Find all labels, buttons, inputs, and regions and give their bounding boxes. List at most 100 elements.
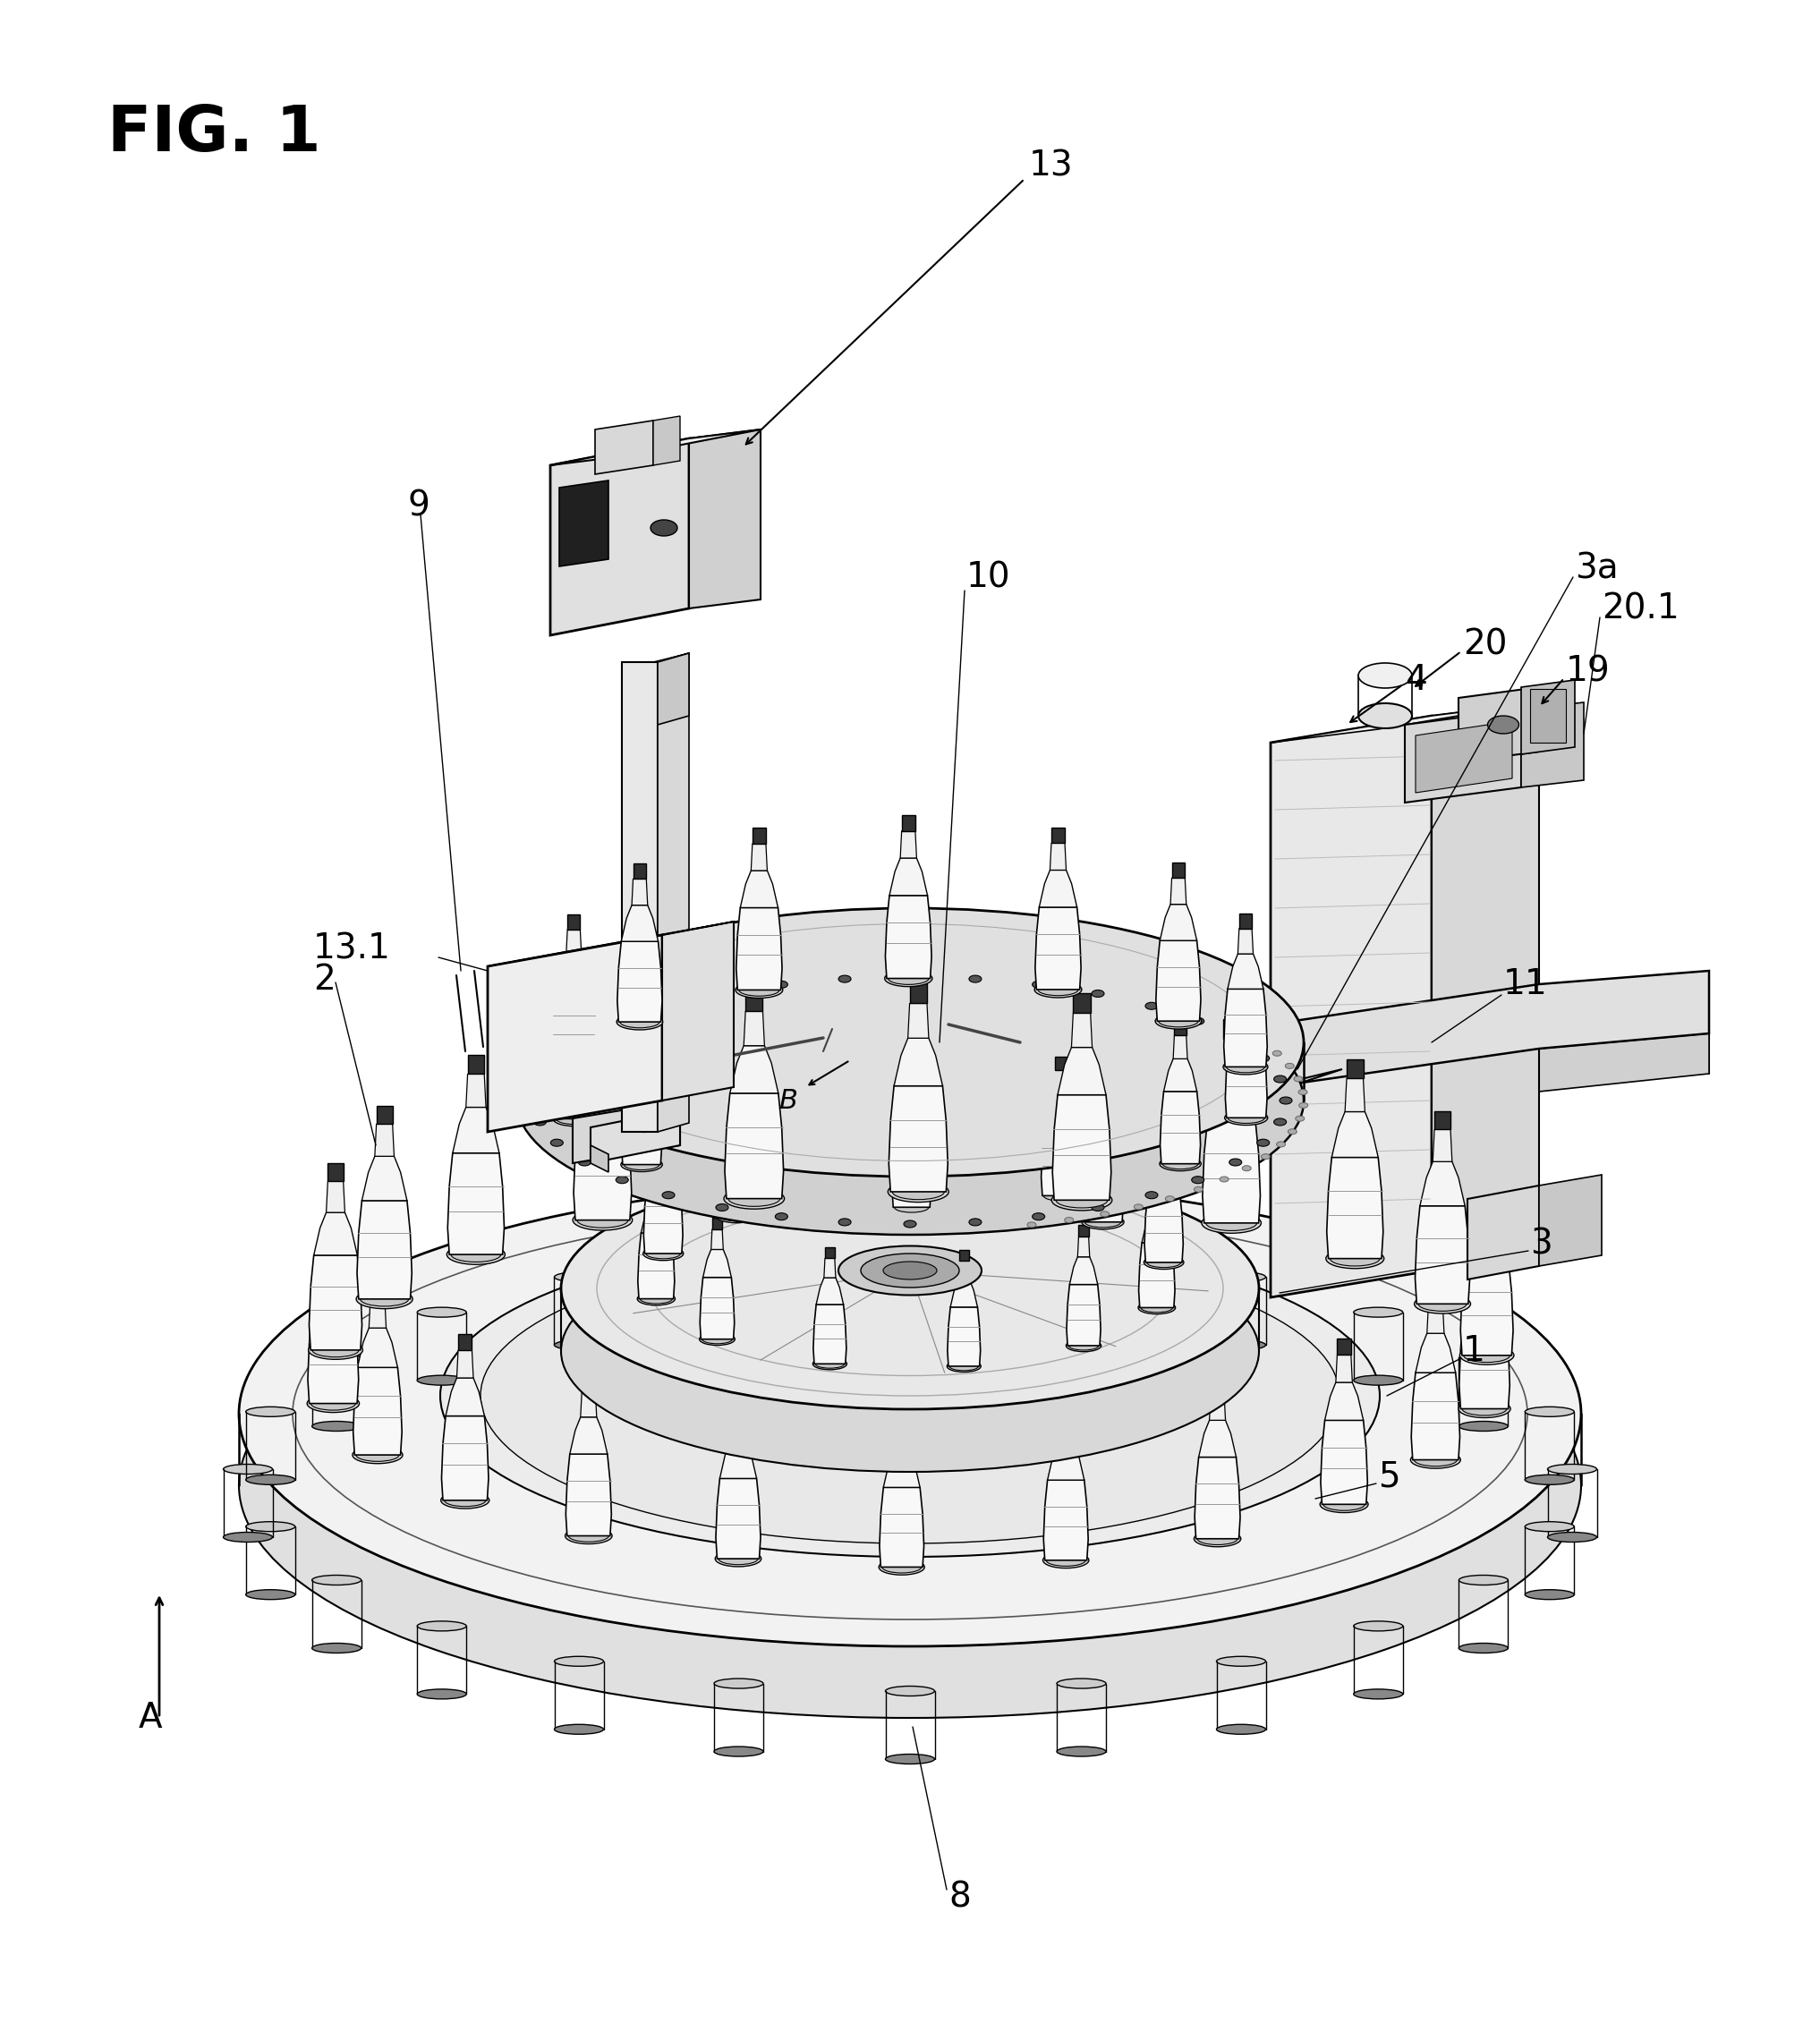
Polygon shape [488,935,662,1131]
Ellipse shape [533,1119,546,1125]
Polygon shape [448,1153,504,1254]
Ellipse shape [533,1076,546,1082]
Ellipse shape [551,1139,562,1147]
Ellipse shape [417,1620,466,1631]
Polygon shape [1238,929,1254,955]
Polygon shape [622,662,657,1131]
Polygon shape [590,1145,608,1171]
Ellipse shape [1461,1402,1507,1416]
Ellipse shape [224,1531,273,1542]
Ellipse shape [224,1465,273,1475]
Polygon shape [633,864,646,878]
Ellipse shape [646,1248,681,1258]
Ellipse shape [311,1643,360,1653]
Polygon shape [712,1230,723,1250]
Polygon shape [657,653,690,724]
Ellipse shape [624,1159,659,1169]
Ellipse shape [892,1183,945,1200]
Ellipse shape [719,1554,757,1564]
Ellipse shape [551,1054,562,1062]
Polygon shape [968,1121,1012,1198]
Ellipse shape [1463,1349,1511,1361]
Polygon shape [468,1054,484,1074]
Polygon shape [1234,1070,1341,1101]
Polygon shape [553,1044,595,1119]
Polygon shape [1072,1014,1092,1048]
Ellipse shape [1046,1554,1085,1566]
Polygon shape [652,1169,662,1181]
Ellipse shape [1081,1214,1125,1230]
Polygon shape [1432,702,1540,1270]
Ellipse shape [1198,1533,1238,1546]
Polygon shape [1522,702,1583,787]
Polygon shape [555,955,592,989]
Ellipse shape [968,975,981,983]
Ellipse shape [417,1689,466,1699]
Polygon shape [985,1048,996,1062]
Ellipse shape [1487,716,1520,734]
Ellipse shape [246,1406,295,1416]
Ellipse shape [1156,1014,1201,1030]
Polygon shape [972,1086,1008,1121]
Ellipse shape [308,1394,359,1412]
Ellipse shape [1298,1090,1307,1094]
Ellipse shape [615,1175,628,1183]
Polygon shape [850,1046,863,1060]
Polygon shape [442,1416,488,1501]
Polygon shape [1096,1090,1110,1115]
Polygon shape [590,1109,681,1163]
Polygon shape [457,1349,473,1378]
Ellipse shape [715,1204,728,1212]
Ellipse shape [1052,1190,1112,1210]
Ellipse shape [1228,1036,1241,1042]
Polygon shape [653,417,681,465]
Polygon shape [1327,1157,1383,1258]
Polygon shape [371,1283,384,1299]
Polygon shape [621,1092,662,1165]
Polygon shape [1463,1277,1505,1319]
Ellipse shape [579,1159,592,1165]
Ellipse shape [1460,1643,1509,1653]
Ellipse shape [617,1014,662,1030]
Ellipse shape [480,1248,1340,1544]
Ellipse shape [642,1246,682,1260]
Ellipse shape [946,1359,981,1372]
Ellipse shape [888,973,928,985]
Ellipse shape [1460,1576,1509,1586]
Polygon shape [1476,1248,1494,1277]
Polygon shape [1478,1230,1492,1248]
Ellipse shape [1279,1096,1292,1105]
Ellipse shape [1274,1076,1287,1082]
Polygon shape [1203,1119,1259,1224]
Polygon shape [1158,1125,1170,1139]
Ellipse shape [417,1376,466,1386]
Ellipse shape [1043,1190,1077,1202]
Polygon shape [326,1224,340,1242]
Ellipse shape [883,1562,921,1574]
Polygon shape [744,1012,764,1046]
Ellipse shape [1134,1204,1143,1210]
Polygon shape [1429,1289,1443,1305]
Text: 10: 10 [966,560,1010,595]
Polygon shape [1338,1339,1350,1355]
Polygon shape [1054,1070,1068,1092]
Ellipse shape [1145,1001,1158,1009]
Text: FIG. 1: FIG. 1 [107,103,320,164]
Ellipse shape [894,1202,928,1212]
Polygon shape [905,1082,919,1107]
Ellipse shape [1330,1250,1380,1266]
Polygon shape [1411,1374,1460,1461]
Polygon shape [1223,1020,1239,1038]
Polygon shape [313,1212,357,1254]
Ellipse shape [1358,704,1412,728]
Polygon shape [1070,1256,1097,1285]
Polygon shape [1172,862,1185,878]
Polygon shape [715,1141,757,1216]
Polygon shape [894,1038,943,1086]
Ellipse shape [517,967,1303,1234]
Ellipse shape [1258,1139,1269,1147]
Ellipse shape [883,1262,937,1279]
Ellipse shape [1207,1216,1258,1230]
Ellipse shape [1256,1038,1265,1044]
Polygon shape [568,985,582,1009]
